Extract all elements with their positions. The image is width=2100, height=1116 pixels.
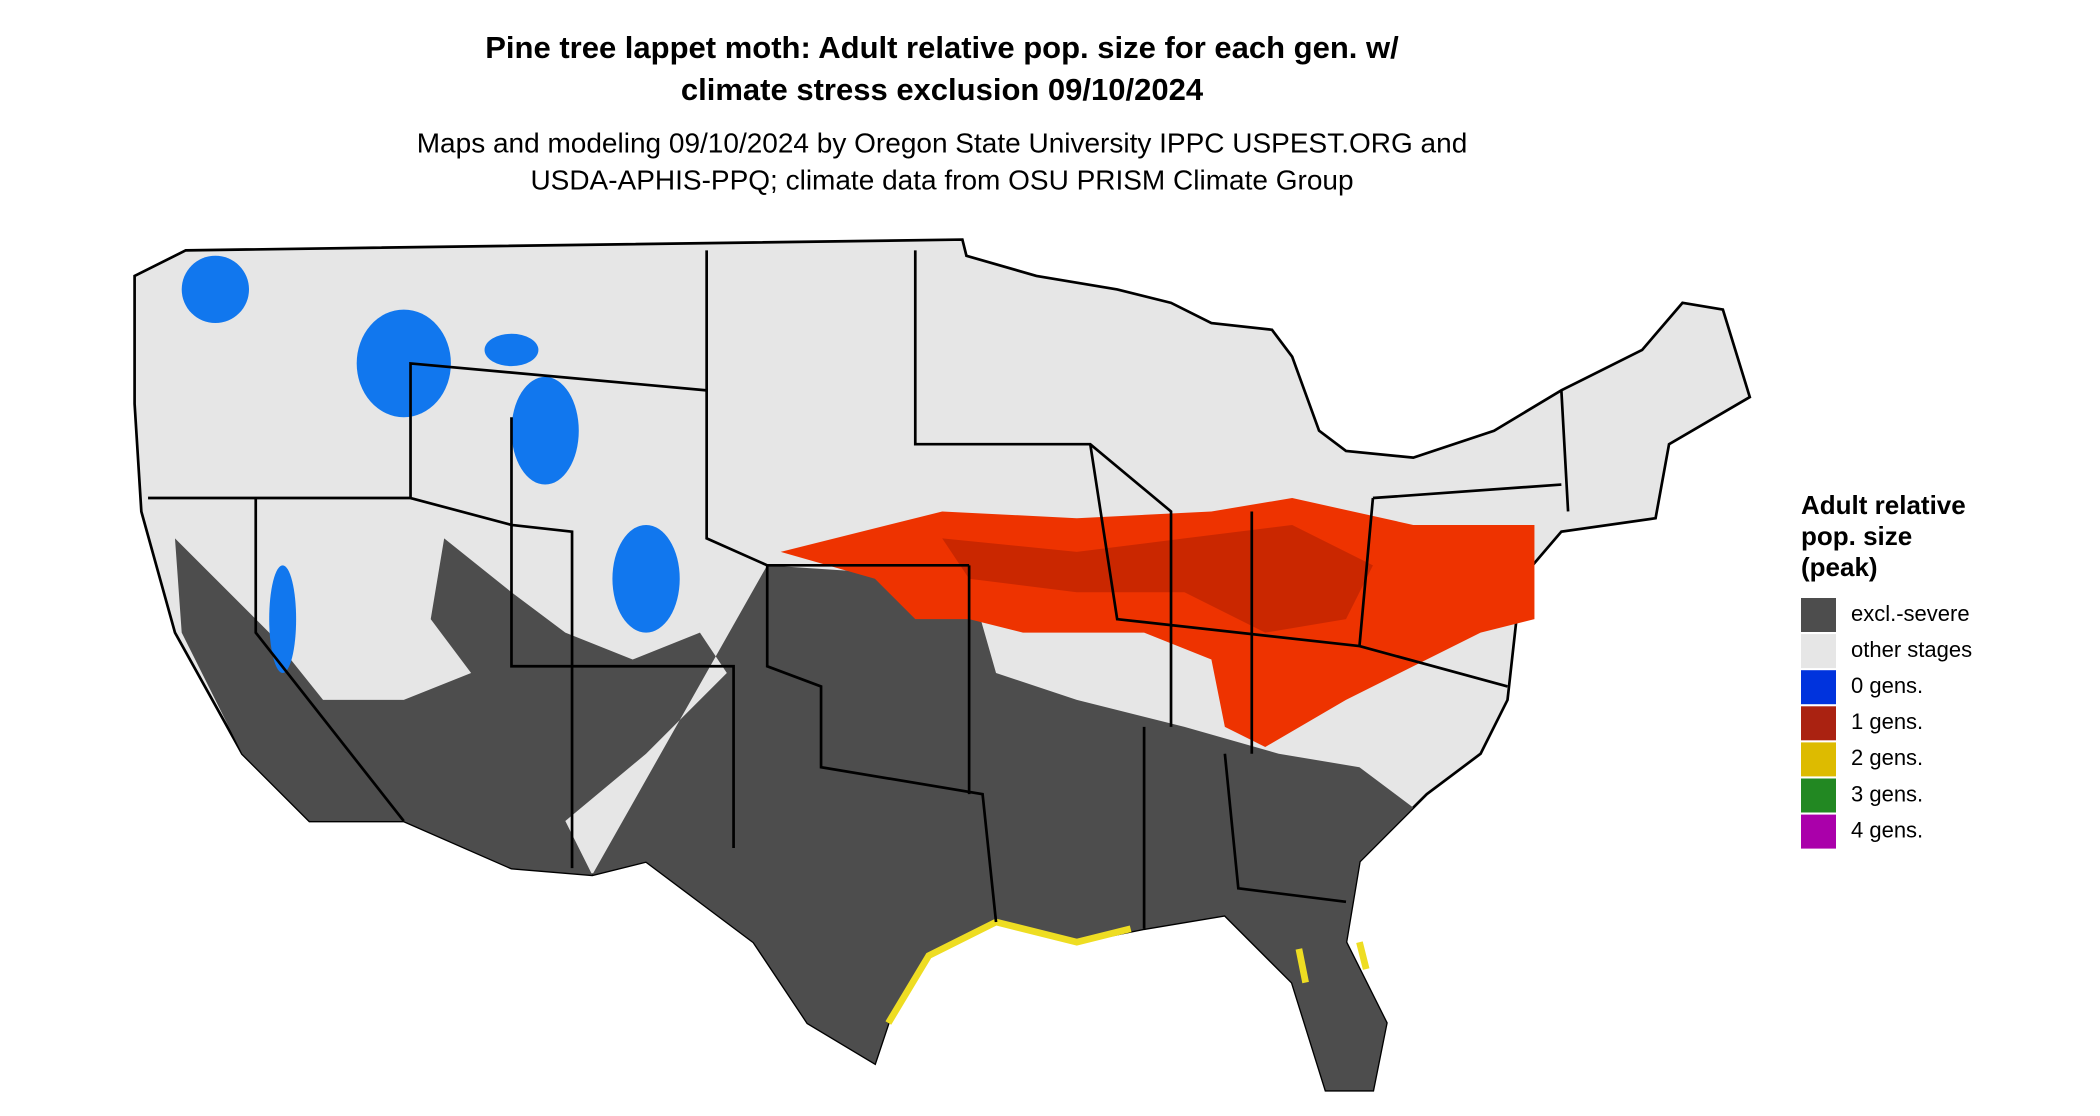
legend-swatch bbox=[1801, 742, 1836, 777]
zero-gen-patches bbox=[181, 255, 680, 673]
legend-label: 2 gens. bbox=[1851, 745, 1923, 770]
legend-swatch bbox=[1801, 598, 1836, 632]
state-borders bbox=[148, 250, 1570, 929]
subtitle-line: Maps and modeling 09/10/2024 by Oregon S… bbox=[417, 127, 1468, 158]
legend-swatch bbox=[1801, 778, 1836, 813]
legend-swatch bbox=[1801, 706, 1836, 741]
title-line: Pine tree lappet moth: Adult relative po… bbox=[485, 30, 1399, 65]
legend-label: 0 gens. bbox=[1851, 673, 1923, 698]
title-line: climate stress exclusion 09/10/2024 bbox=[681, 72, 1204, 107]
legend-swatch bbox=[1801, 814, 1836, 849]
legend-swatch bbox=[1801, 634, 1836, 669]
one-gen-region bbox=[942, 524, 1373, 633]
subtitle-line: USDA-APHIS-PPQ; climate data from OSU PR… bbox=[530, 164, 1353, 195]
legend-label: 1 gens. bbox=[1851, 709, 1923, 734]
legend-label: 4 gens. bbox=[1851, 817, 1923, 842]
legend-swatch bbox=[1801, 670, 1836, 705]
legend: Adult relative pop. size (peak) excl.-se… bbox=[1801, 490, 1972, 849]
legend-label: 3 gens. bbox=[1851, 781, 1923, 806]
excluded-region bbox=[174, 538, 1414, 1091]
legend-title: (peak) bbox=[1801, 552, 1878, 582]
us-map bbox=[133, 238, 1752, 1092]
legend-label: other stages bbox=[1851, 637, 1972, 662]
legend-title: Adult relative bbox=[1801, 490, 1966, 520]
legend-label: excl.-severe bbox=[1851, 601, 1970, 626]
legend-title: pop. size bbox=[1801, 521, 1912, 551]
